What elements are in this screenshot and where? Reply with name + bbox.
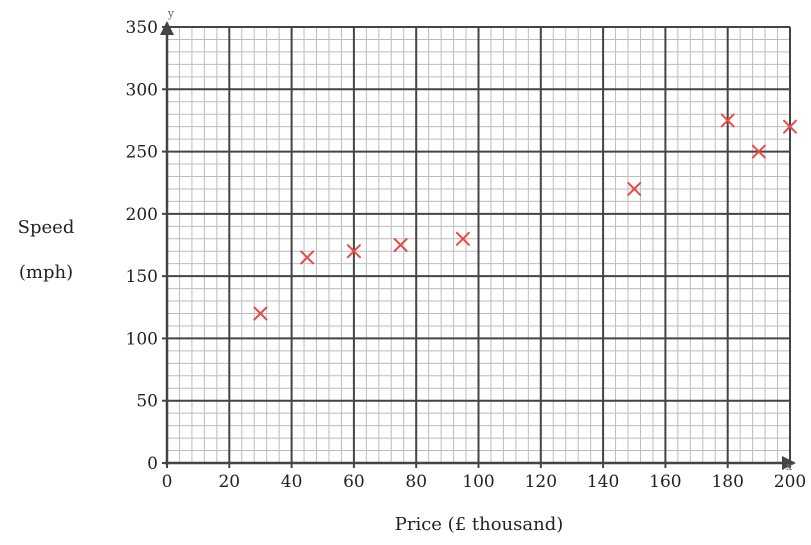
data-point [300,250,315,265]
x-axis-letter: x [786,460,793,473]
data-point [751,144,766,159]
x-tick-labels: 0 20 40 60 80 100 120 140 160 180 200 [162,463,806,492]
y-tick-label: 50 [136,392,158,412]
data-point [627,181,642,196]
y-tick-label: 150 [126,267,158,287]
x-tick-label: 80 [405,472,427,492]
data-point-stroke [720,113,735,128]
x-tick-label: 40 [281,472,303,492]
data-point [253,306,268,321]
data-point [346,244,361,259]
y-tick-label: 350 [126,18,158,38]
data-point [455,231,470,246]
x-tick-label: 120 [525,472,557,492]
x-tick-label: 180 [711,472,743,492]
major-grid [166,26,791,464]
data-point [720,113,735,128]
minor-grid [167,27,790,463]
x-tick-label: 100 [462,472,494,492]
x-tick-label: 140 [587,472,619,492]
data-point-stroke [253,306,268,321]
x-tick-label: 60 [343,472,365,492]
x-tick-label: 0 [162,472,173,492]
y-tick-label: 200 [126,205,158,225]
data-point-stroke [393,238,408,252]
data-point-stroke [346,244,361,259]
data-point [393,238,408,252]
data-points [253,113,797,321]
y-tick-label: 250 [126,143,158,163]
y-tick-label: 300 [126,80,158,100]
data-point-stroke [783,119,797,134]
y-tick-label: 0 [147,454,158,474]
x-tick-label: 160 [649,472,681,492]
y-axis-letter: y [167,7,175,20]
y-axis-title-line2: (mph) [19,262,73,283]
data-point-stroke [627,181,642,196]
y-tick-label: 100 [126,329,158,349]
data-point-stroke [300,250,315,265]
x-tick-label: 200 [774,472,806,492]
y-tick-labels: 0 50 100 150 200 250 300 350 [126,18,167,474]
y-axis-title-line1: Speed [18,217,75,238]
data-point [783,119,797,134]
x-axis-title: Price (£ thousand) [395,514,564,535]
data-point-stroke [751,144,766,159]
x-tick-label: 20 [218,472,240,492]
data-point-stroke [455,231,470,246]
